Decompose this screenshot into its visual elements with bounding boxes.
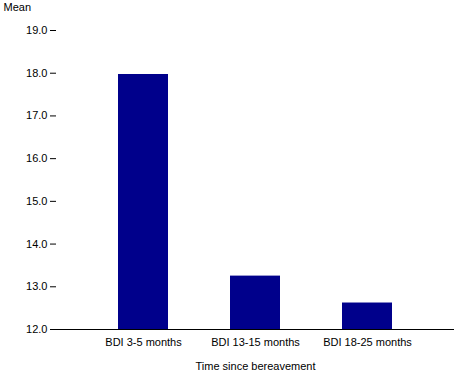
svg-text:BDI 13-15 months: BDI 13-15 months bbox=[211, 336, 300, 348]
svg-text:15.0: 15.0 bbox=[26, 195, 47, 207]
svg-text:12.0: 12.0 bbox=[26, 323, 47, 335]
svg-text:17.0: 17.0 bbox=[26, 109, 47, 121]
svg-text:19.0: 19.0 bbox=[26, 24, 47, 36]
svg-text:16.0: 16.0 bbox=[26, 152, 47, 164]
svg-text:13.0: 13.0 bbox=[26, 280, 47, 292]
svg-text:Mean: Mean bbox=[4, 1, 32, 13]
svg-text:18.0: 18.0 bbox=[26, 67, 47, 79]
svg-text:BDI 18-25 months: BDI 18-25 months bbox=[323, 336, 412, 348]
svg-text:14.0: 14.0 bbox=[26, 238, 47, 250]
svg-text:BDI 3-5 months: BDI 3-5 months bbox=[105, 336, 182, 348]
svg-text:Time since bereavement: Time since bereavement bbox=[195, 360, 315, 372]
